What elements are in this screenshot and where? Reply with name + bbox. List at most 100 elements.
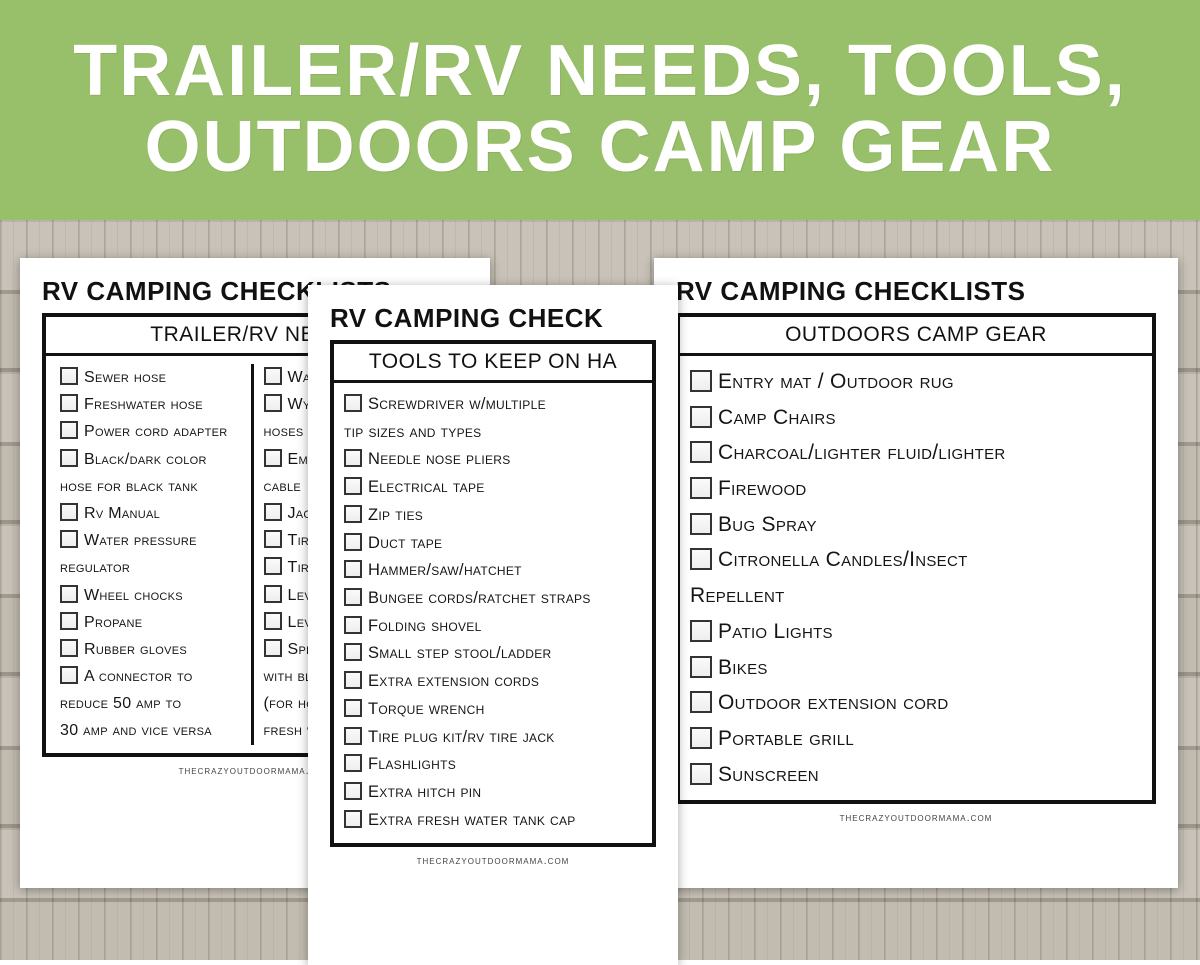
checkbox-icon[interactable] bbox=[60, 394, 78, 412]
checkbox-icon[interactable] bbox=[344, 699, 362, 717]
checkbox-icon[interactable] bbox=[264, 612, 282, 630]
checklist-item-label: Bug Spray bbox=[718, 513, 817, 536]
checklist-item-label: Tire plug kit/rv tire jack bbox=[368, 728, 555, 746]
checkbox-icon[interactable] bbox=[60, 421, 78, 439]
checkbox-icon[interactable] bbox=[60, 449, 78, 467]
checklist-item: Hammer/saw/hatchet bbox=[344, 557, 642, 585]
checklist-item: Patio Lights bbox=[690, 614, 1142, 650]
checkbox-icon[interactable] bbox=[344, 810, 362, 828]
checkbox-icon[interactable] bbox=[344, 477, 362, 495]
checkbox-icon[interactable] bbox=[60, 503, 78, 521]
checkbox-icon[interactable] bbox=[264, 394, 282, 412]
checkbox-icon[interactable] bbox=[344, 727, 362, 745]
checkbox-icon[interactable] bbox=[690, 441, 712, 463]
checklist-item: Bikes bbox=[690, 650, 1142, 686]
checklist-item: Bug Spray bbox=[690, 507, 1142, 543]
checklist-item: Folding shovel bbox=[344, 613, 642, 641]
checklist-item-label: Screwdriver w/multiple bbox=[368, 395, 546, 413]
checkbox-icon[interactable] bbox=[60, 612, 78, 630]
checkbox-icon[interactable] bbox=[690, 727, 712, 749]
banner: TRAILER/RV NEEDS, TOOLS, OUTDOORS CAMP G… bbox=[0, 0, 1200, 220]
checklist-item-label: Duct tape bbox=[368, 534, 442, 552]
checklist-column-1: Sewer hose Freshwater hose Power cord adap… bbox=[56, 364, 251, 745]
checkbox-icon[interactable] bbox=[690, 656, 712, 678]
divider bbox=[680, 353, 1152, 356]
checklist-item: Needle nose pliers bbox=[344, 446, 642, 474]
checkbox-icon[interactable] bbox=[344, 588, 362, 606]
checklist-item: reduce 50 amp to bbox=[60, 690, 247, 717]
checklist-item-label: reduce 50 amp to bbox=[60, 695, 181, 712]
checklist-subtitle: TOOLS TO KEEP ON HA bbox=[344, 348, 642, 380]
checkbox-icon[interactable] bbox=[690, 763, 712, 785]
checklist-item: Rv Manual bbox=[60, 500, 247, 527]
checklist-item-label: Freshwater hose bbox=[84, 396, 203, 413]
checklist-item-label: Folding shovel bbox=[368, 617, 482, 635]
sheet-title: RV CAMPING CHECKLISTS bbox=[676, 276, 1156, 307]
checkbox-icon[interactable] bbox=[690, 513, 712, 535]
checkbox-icon[interactable] bbox=[344, 671, 362, 689]
checklist-item-label: Extra fresh water tank cap bbox=[368, 811, 576, 829]
checkbox-icon[interactable] bbox=[344, 782, 362, 800]
checklist-item: Power cord adapter bbox=[60, 418, 247, 445]
checkbox-icon[interactable] bbox=[344, 643, 362, 661]
checklist-item: Extra extension cords bbox=[344, 668, 642, 696]
checkbox-icon[interactable] bbox=[264, 639, 282, 657]
checklist-item: Citronella Candles/Insect bbox=[690, 542, 1142, 578]
checkbox-icon[interactable] bbox=[264, 557, 282, 575]
checklist-item-label: Water pressure bbox=[84, 532, 197, 549]
checklist-item-label: Torque wrench bbox=[368, 700, 485, 718]
checkbox-icon[interactable] bbox=[60, 639, 78, 657]
checklist-item-label: tip sizes and types bbox=[344, 423, 481, 441]
checklist-item-label: hoses bbox=[264, 423, 304, 440]
checkbox-icon[interactable] bbox=[690, 691, 712, 713]
checklist-item-label: Black/dark color bbox=[84, 451, 207, 468]
checklist-box: OUTDOORS CAMP GEAR Entry mat / Outdoor r… bbox=[676, 313, 1156, 804]
checklist-item-label: A connector to bbox=[84, 668, 193, 685]
checkbox-icon[interactable] bbox=[690, 548, 712, 570]
checklist-item: Sunscreen bbox=[690, 757, 1142, 793]
checkbox-icon[interactable] bbox=[264, 367, 282, 385]
checklist-item: 30 amp and vice versa bbox=[60, 717, 247, 744]
checklist-item: Propane bbox=[60, 609, 247, 636]
checkbox-icon[interactable] bbox=[344, 394, 362, 412]
checklist-item-label: Outdoor extension cord bbox=[718, 691, 948, 714]
checkbox-icon[interactable] bbox=[344, 754, 362, 772]
checklist-item: Camp Chairs bbox=[690, 400, 1142, 436]
checkbox-icon[interactable] bbox=[60, 666, 78, 684]
checklist-box: TOOLS TO KEEP ON HA Screwdriver w/multip… bbox=[330, 340, 656, 847]
checklist-item: Extra hitch pin bbox=[344, 779, 642, 807]
checkbox-icon[interactable] bbox=[690, 477, 712, 499]
checklist-item: Bungee cords/ratchet straps bbox=[344, 585, 642, 613]
checklist-item: Outdoor extension cord bbox=[690, 685, 1142, 721]
checklist-item-label: Charcoal/lighter fluid/lighter bbox=[718, 441, 1006, 464]
checkbox-icon[interactable] bbox=[264, 449, 282, 467]
checklist-item: Black/dark color bbox=[60, 446, 247, 473]
checkbox-icon[interactable] bbox=[690, 620, 712, 642]
checklist-item-label: Needle nose pliers bbox=[368, 450, 511, 468]
checkbox-icon[interactable] bbox=[60, 585, 78, 603]
checkbox-icon[interactable] bbox=[344, 449, 362, 467]
checklist-item: Firewood bbox=[690, 471, 1142, 507]
checklist-item: hose for black tank bbox=[60, 473, 247, 500]
checkbox-icon[interactable] bbox=[264, 585, 282, 603]
checkbox-icon[interactable] bbox=[60, 530, 78, 548]
checklist-item: tip sizes and types bbox=[344, 419, 642, 447]
checklist-item: Rubber gloves bbox=[60, 636, 247, 663]
checkbox-icon[interactable] bbox=[344, 616, 362, 634]
checkbox-icon[interactable] bbox=[690, 370, 712, 392]
checkbox-icon[interactable] bbox=[60, 367, 78, 385]
divider bbox=[334, 380, 652, 383]
checkbox-icon[interactable] bbox=[344, 560, 362, 578]
checkbox-icon[interactable] bbox=[264, 530, 282, 548]
checklist-subtitle: OUTDOORS CAMP GEAR bbox=[690, 321, 1142, 353]
checklist-item-label: Rv Manual bbox=[84, 505, 160, 522]
checklist-item: regulator bbox=[60, 554, 247, 581]
checkbox-icon[interactable] bbox=[344, 505, 362, 523]
checklist-item-label: Sewer hose bbox=[84, 369, 166, 386]
checklist-item-label: Entry mat / Outdoor rug bbox=[718, 370, 954, 393]
checkbox-icon[interactable] bbox=[344, 533, 362, 551]
checkbox-icon[interactable] bbox=[690, 406, 712, 428]
sheet-outdoors-gear: RV CAMPING CHECKLISTS OUTDOORS CAMP GEAR… bbox=[654, 258, 1178, 888]
checkbox-icon[interactable] bbox=[264, 503, 282, 521]
checklist-item: Electrical tape bbox=[344, 474, 642, 502]
